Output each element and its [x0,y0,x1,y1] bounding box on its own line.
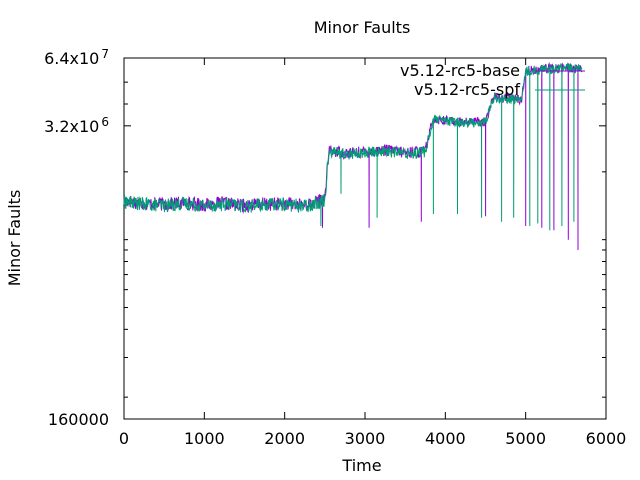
series-layer [123,61,583,251]
series-line-spf [123,62,583,231]
x-tick-label: 5000 [505,429,546,448]
y-tick-label: 160000 [48,410,109,429]
y-tick-label: 6.4x10 7 [44,47,109,68]
x-tick-label: 3000 [345,429,386,448]
legend-label-base: v5.12-rc5-base [400,61,520,80]
x-tick-label: 2000 [264,429,305,448]
y-axis-label: Minor Faults [5,190,24,287]
chart-title: Minor Faults [314,18,411,37]
x-tick-label: 0 [119,429,129,448]
y-axis: 160000 3.2x10 6 6.4x10 7 [44,47,606,429]
x-axis: 0 1000 2000 3000 4000 5000 6000 [119,58,626,448]
y-tick-label: 3.2x10 6 [44,115,109,136]
legend-label-spf: v5.12-rc5-spf [414,80,520,99]
x-tick-label: 4000 [425,429,466,448]
plot-frame [123,57,607,420]
x-tick-label: 1000 [184,429,225,448]
legend: v5.12-rc5-base v5.12-rc5-spf [400,61,585,99]
x-axis-label: Time [341,456,381,475]
x-tick-label: 6000 [586,429,627,448]
